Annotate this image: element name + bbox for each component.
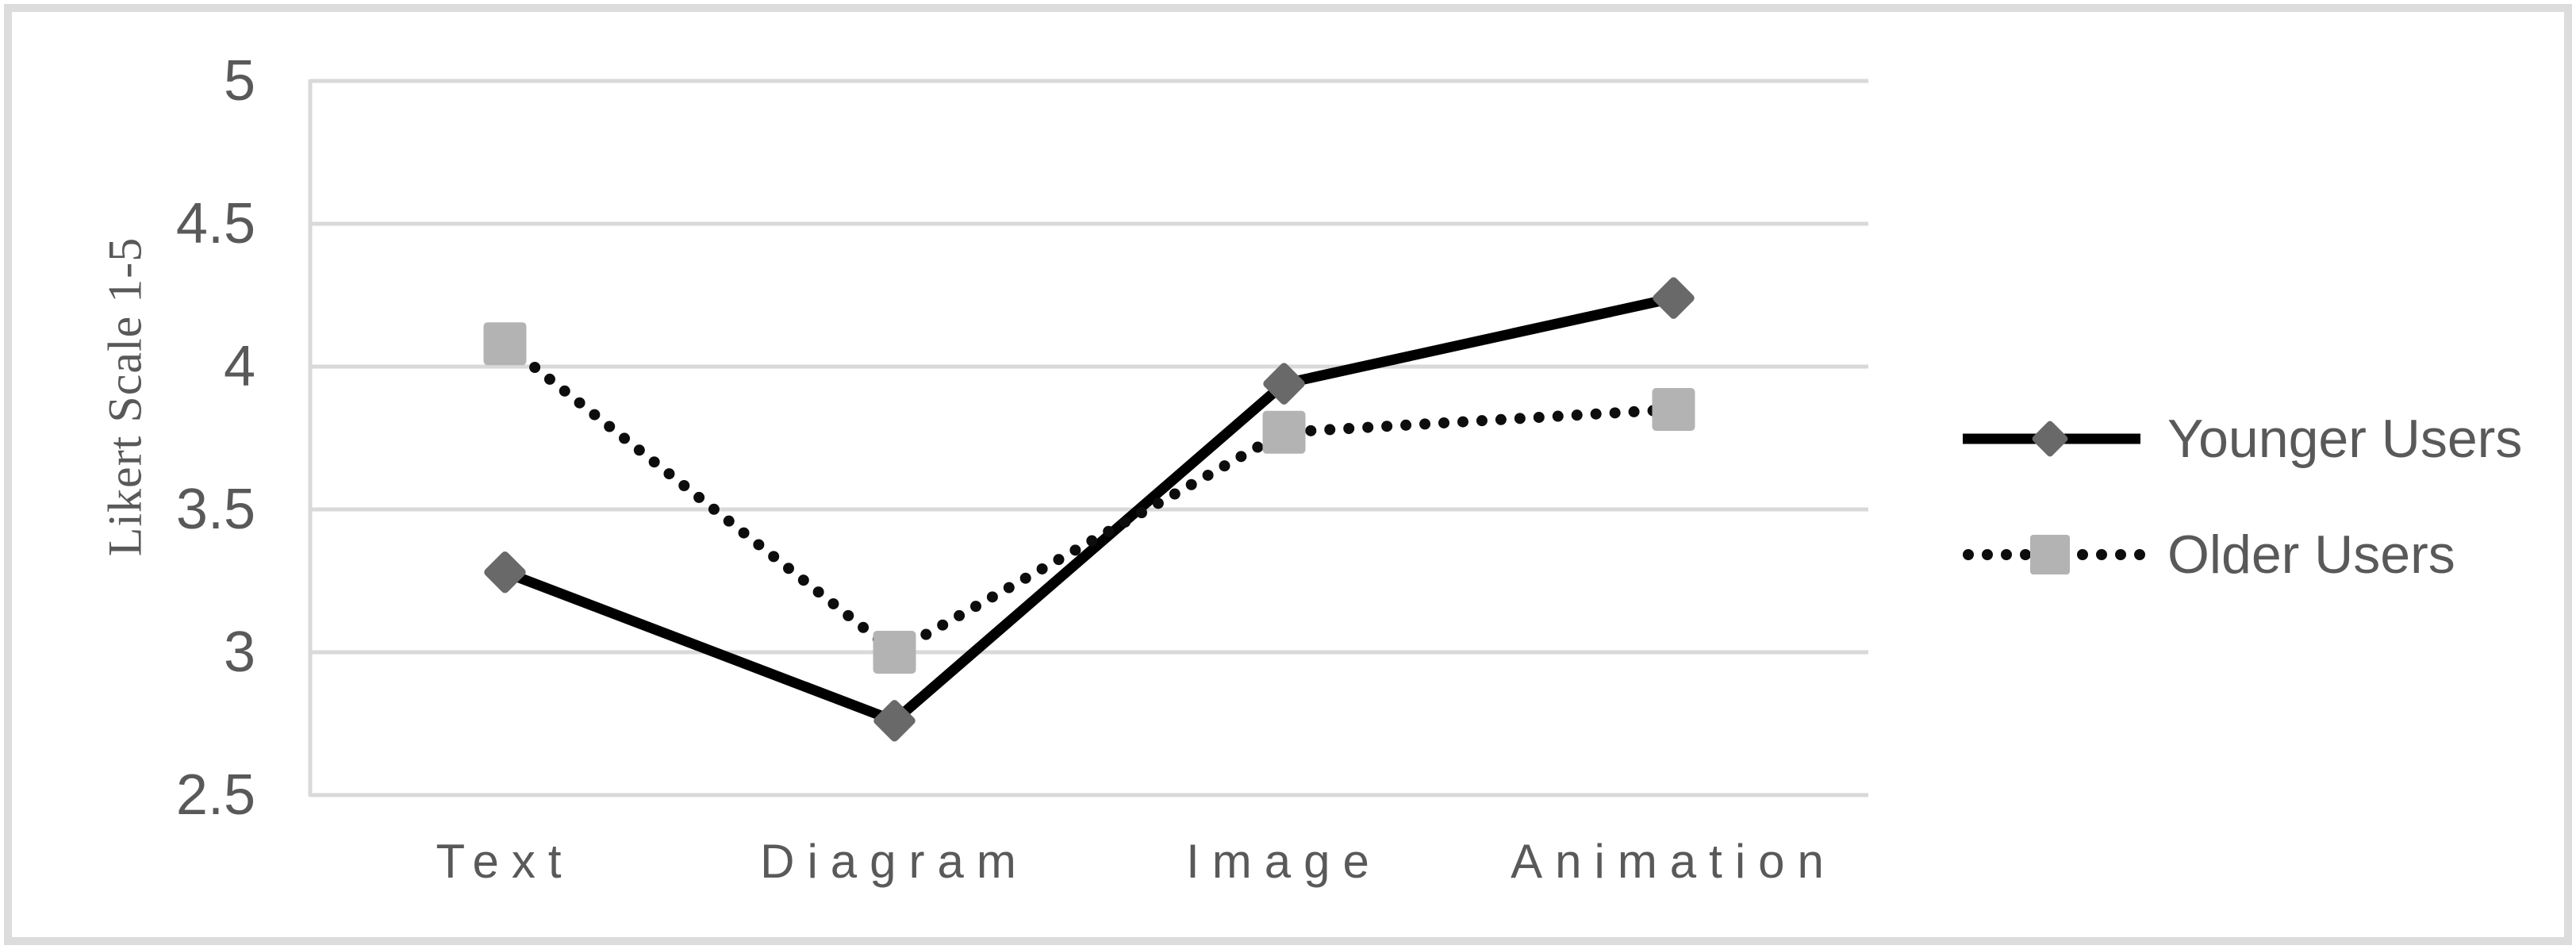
y-tick-label-3-5: 3.5	[175, 478, 255, 541]
marker-square-animation	[1652, 388, 1695, 431]
series-line-older-users	[499, 338, 1680, 658]
legend-entry-younger-users: Younger Users	[1963, 381, 2522, 497]
legend-label-older-users: Older Users	[2167, 524, 2455, 585]
younger-users-line-marker-icon	[1963, 421, 2140, 457]
series-line-younger-users	[503, 293, 1675, 726]
marker-diamond-text	[484, 551, 526, 594]
legend: Younger Users Older Users	[1963, 381, 2522, 613]
marker-square-text	[483, 322, 527, 366]
y-tick-label-2-5: 2.5	[175, 763, 255, 827]
marker-square-image	[1262, 410, 1306, 454]
x-category-animation: Animation	[1511, 835, 1837, 888]
x-category-image: Image	[1186, 835, 1382, 888]
x-category-text: Text	[436, 835, 574, 888]
older-users-line-marker-icon	[1963, 535, 2145, 574]
marker-diamond-animation	[1653, 277, 1695, 319]
y-tick-label-5: 5	[223, 49, 255, 113]
y-tick-label-4: 4	[223, 335, 255, 398]
marker-diamond-image	[1263, 363, 1305, 405]
marker-square-diagram	[873, 631, 916, 674]
x-axis-labels: Text Diagram Image Animation	[310, 833, 1868, 890]
x-category-diagram: Diagram	[760, 835, 1029, 888]
legend-label-younger-users: Younger Users	[2167, 409, 2523, 469]
marker-diamond-diagram	[873, 700, 916, 742]
y-tick-label-3: 3	[223, 620, 255, 684]
legend-entry-older-users: Older Users	[1963, 497, 2522, 613]
y-tick-label-4-5: 4.5	[175, 192, 255, 256]
